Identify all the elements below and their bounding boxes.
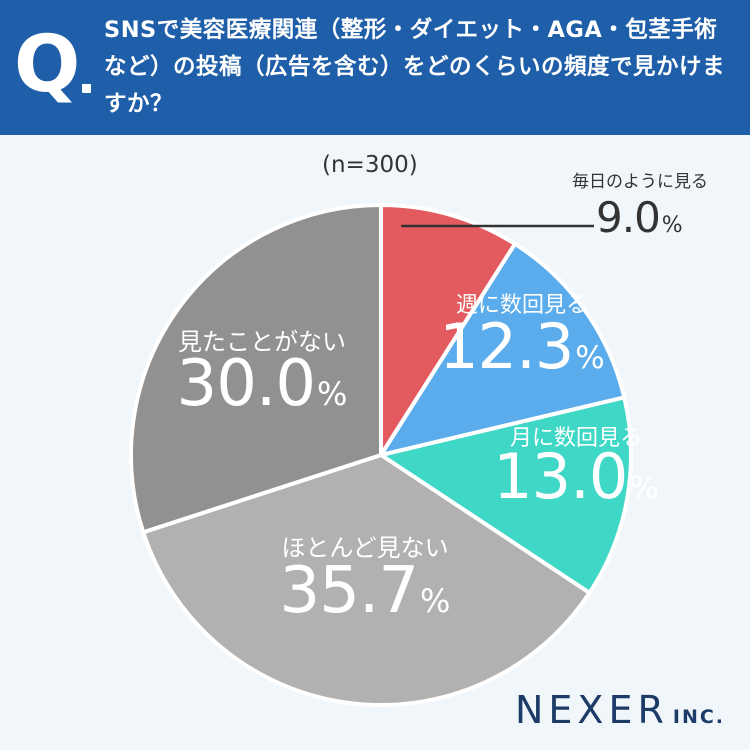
label-slice-3: 月に数回見る <box>510 426 642 451</box>
value-slice-3: 13.0% <box>493 440 659 513</box>
question-mark: Q <box>14 20 81 110</box>
pie-slice-4 <box>141 453 592 707</box>
question-header: Q SNSで美容医療関連（整形・ダイエット・AGA・包茎手術など）の投稿（広告を… <box>0 0 750 135</box>
label-slice-1: 毎日のように見る <box>572 172 708 192</box>
label-slice-5: 見たことがない <box>178 328 346 356</box>
pie-slice-5 <box>129 203 383 535</box>
label-slice-2: 週に数回見る <box>456 293 588 318</box>
value-slice-2: 12.3% <box>439 310 605 383</box>
pie-slice-2 <box>379 241 627 457</box>
pie-slice-1 <box>379 203 517 457</box>
value-slice-5: 30.0% <box>177 347 348 421</box>
question-mark-dot <box>82 84 91 93</box>
question-text: SNSで美容医療関連（整形・ダイエット・AGA・包茎手術など）の投稿（広告を含む… <box>104 17 726 117</box>
label-slice-4: ほとんど見ない <box>281 534 448 562</box>
logo-name: NEXER <box>515 688 669 732</box>
nexer-logo: NEXER INC. <box>515 688 725 732</box>
value-slice-1: 9.0% <box>596 193 683 242</box>
logo-suffix: INC. <box>672 706 726 728</box>
sample-size-label: (n=300) <box>322 152 418 178</box>
pie-slice-3 <box>379 395 633 595</box>
value-slice-4: 35.7% <box>280 554 451 628</box>
